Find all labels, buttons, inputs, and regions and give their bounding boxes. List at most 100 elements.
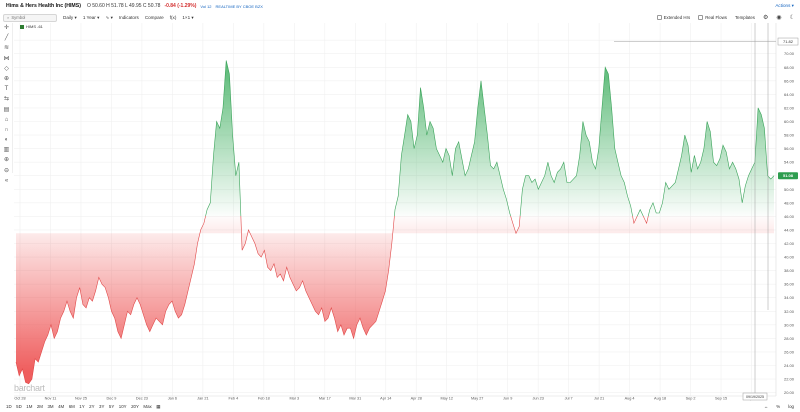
symbol-title[interactable]: Hims & Hers Health Inc (HIMS): [6, 3, 81, 9]
search-input[interactable]: [11, 15, 52, 20]
magnet-icon[interactable]: ∩: [4, 126, 9, 133]
real-flows-label: Real Flows: [705, 15, 727, 20]
real-flows-toggle[interactable]: Real Flows: [698, 15, 727, 20]
crosshair-icon[interactable]: ✛: [3, 25, 10, 31]
collapse-icon[interactable]: «: [4, 177, 9, 184]
area-above-baseline: [205, 60, 774, 216]
compare-button[interactable]: Compare: [144, 15, 164, 20]
x-tick-label: Sep 2: [686, 397, 696, 401]
lock-icon[interactable]: ⌂: [4, 116, 9, 123]
percent-scale-button[interactable]: %: [776, 404, 781, 409]
actions-menu[interactable]: Actions ▾: [775, 3, 794, 8]
period-1y[interactable]: 1Y: [79, 404, 85, 409]
y-tick-label: 54.00: [784, 160, 795, 165]
zoom-reset-button[interactable]: ↔: [763, 404, 769, 409]
period-select[interactable]: Daily ▾: [63, 14, 77, 20]
indicators-button[interactable]: Indicators: [118, 15, 139, 20]
period-5y[interactable]: 5Y: [108, 404, 115, 409]
y-tick-label: 20.00: [784, 390, 795, 395]
x-tick-label: Jan 21: [197, 397, 208, 401]
actions-label: Actions: [775, 3, 791, 8]
x-tick-label: Jul 21: [594, 397, 604, 401]
measure-icon[interactable]: ⊕: [3, 75, 10, 82]
arrows-icon[interactable]: ⇆: [3, 96, 10, 103]
period-6m[interactable]: 6M: [68, 404, 75, 409]
period-4m[interactable]: 4M: [58, 404, 65, 409]
x-tick-label: Apr 28: [411, 397, 422, 401]
x-tick-label: Mar 17: [319, 397, 331, 401]
crosshair-date-label: 09/19/2025: [746, 395, 764, 399]
camera-icon[interactable]: ◉: [776, 15, 782, 21]
x-tick-label: Aug 4: [625, 397, 635, 401]
y-tick-label: 56.00: [784, 146, 795, 151]
period-20y[interactable]: 20Y: [131, 404, 139, 409]
range-label: 1 Year: [82, 14, 96, 20]
shapes-icon[interactable]: ◇: [4, 65, 9, 72]
chart-type-select[interactable]: ∿ ▾: [105, 14, 113, 20]
pattern-icon[interactable]: ⋈: [3, 55, 10, 62]
text-icon[interactable]: T: [4, 86, 9, 93]
trash-icon[interactable]: ▥: [3, 147, 10, 154]
x-tick-label: Feb 18: [258, 397, 270, 401]
y-tick-label: 50.00: [784, 187, 795, 192]
layout-select[interactable]: 1×1 ▾: [182, 14, 194, 20]
chart-markers: 71.82 09/19/2025: [614, 23, 799, 401]
date-axis: Oct 28 Nov 11 Nov 25 Dec 9 Dec 23 Jan 6 Jan 21…: [14, 395, 776, 401]
fx-button[interactable]: f(x): [169, 15, 177, 20]
period-2y[interactable]: 2Y: [89, 404, 95, 409]
y-tick-label: 58.00: [784, 133, 795, 138]
extended-hrs-label: Extended Hrs: [663, 15, 691, 20]
period-5d[interactable]: 5D: [16, 404, 22, 409]
y-tick-label: 62.00: [784, 105, 795, 110]
extended-hrs-toggle[interactable]: Extended Hrs: [656, 15, 691, 20]
symbol-search[interactable]: ⌕: [3, 13, 57, 22]
period-label: Daily: [63, 14, 74, 20]
chart-toolbar: ⌕ Daily ▾ 1 Year ▾ ∿ ▾ Indicators Compar…: [0, 12, 800, 23]
x-tick-label: Jun 9: [503, 397, 512, 401]
y-tick-label: 30.00: [784, 322, 795, 327]
period-max[interactable]: Max: [143, 404, 152, 409]
line-type-icon: ∿: [105, 14, 110, 20]
volume-label: Vol 12: [200, 3, 212, 9]
realtime-label: REALTIME BY CBOE BZX: [215, 3, 263, 9]
y-tick-label: 44.00: [784, 227, 795, 232]
log-scale-button[interactable]: log: [788, 404, 794, 409]
crosshair-price-tag: [777, 37, 799, 46]
series-legend: HIMS -61: [20, 24, 43, 29]
legend-suffix: -61: [37, 24, 43, 29]
eye-icon[interactable]: ◐: [4, 137, 9, 144]
period-1d[interactable]: 1D: [6, 404, 12, 409]
ohlc-quote: O 50.60 H 51.78 L 49.95 C 50.78: [86, 3, 161, 9]
y-tick-label: 22.00: [784, 377, 795, 382]
trend-line-icon[interactable]: ╱: [4, 35, 9, 42]
x-tick-label: Nov 25: [75, 397, 87, 401]
period-10y[interactable]: 10Y: [118, 404, 127, 409]
period-3y[interactable]: 3Y: [99, 404, 105, 409]
calendar-icon[interactable]: ▦: [156, 403, 161, 409]
y-tick-label: 48.00: [784, 200, 795, 205]
period-3m[interactable]: 3M: [47, 404, 54, 409]
fib-icon[interactable]: ≋: [3, 45, 10, 52]
zoom-in-icon[interactable]: ⊕: [3, 157, 10, 164]
x-tick-label: Feb 4: [229, 397, 239, 401]
y-tick-label: 38.00: [784, 268, 795, 273]
price-axis: 20.00 22.00 24.00 26.00 28.00 30.00 32.00 34.00…: [775, 23, 798, 396]
y-tick-label: 28.00: [784, 336, 795, 341]
x-tick-label: Jun 23: [532, 397, 543, 401]
templates-button[interactable]: Templates: [734, 15, 755, 20]
price-line-up: [205, 60, 775, 216]
header-bar: Hims & Hers Health Inc (HIMS) O 50.60 H …: [0, 0, 800, 12]
legend-symbol: HIMS: [26, 24, 36, 29]
range-select[interactable]: 1 Year ▾: [82, 14, 100, 20]
period-1m[interactable]: 1M: [26, 404, 33, 409]
period-2m[interactable]: 2M: [36, 404, 43, 409]
toolbar-right: Extended Hrs Real Flows Templates ⚙ ◉ ☾: [649, 12, 795, 23]
gear-icon[interactable]: ⚙: [762, 15, 769, 21]
moon-icon[interactable]: ☾: [789, 15, 795, 21]
y-tick-label: 40.00: [784, 255, 795, 260]
ruler-icon[interactable]: ▤: [3, 106, 10, 113]
checkbox-icon: [656, 15, 662, 20]
zoom-out-icon[interactable]: ⊖: [3, 167, 10, 174]
